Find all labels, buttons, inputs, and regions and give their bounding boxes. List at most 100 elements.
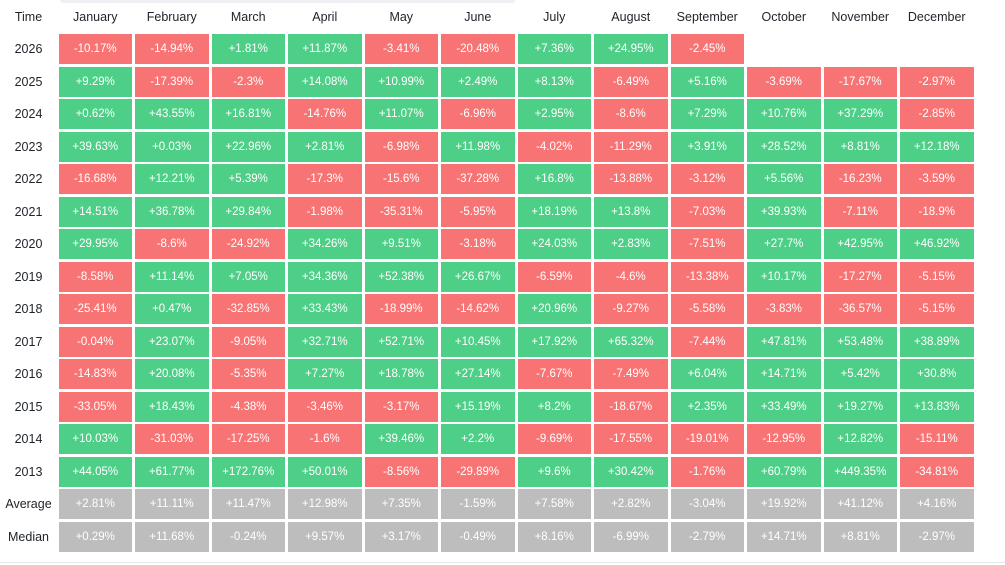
return-cell-2017-october[interactable]: +47.81%	[747, 326, 821, 357]
return-cell-2019-february[interactable]: +11.14%	[135, 261, 209, 292]
return-cell-2019-december[interactable]: -5.15%	[900, 261, 974, 292]
return-cell-2024-march[interactable]: +16.81%	[211, 99, 285, 129]
return-cell-2025-march[interactable]: -2.3%	[211, 66, 285, 97]
return-cell-2018-september[interactable]: -5.58%	[670, 294, 744, 324]
return-cell-2021-august[interactable]: +13.8%	[594, 196, 668, 227]
return-cell-2025-october[interactable]: -3.69%	[747, 66, 821, 97]
return-cell-2025-november[interactable]: -17.67%	[823, 66, 897, 97]
return-cell-2016-march[interactable]: -5.35%	[211, 359, 285, 389]
return-cell-2024-february[interactable]: +43.55%	[135, 99, 209, 129]
return-cell-2022-may[interactable]: -15.6%	[364, 164, 438, 194]
return-cell-2014-august[interactable]: -17.55%	[594, 424, 668, 454]
return-cell-2022-february[interactable]: +12.21%	[135, 164, 209, 194]
return-cell-2021-january[interactable]: +14.51%	[58, 196, 132, 227]
return-cell-average-march[interactable]: +11.47%	[211, 489, 285, 519]
return-cell-median-october[interactable]: +14.71%	[747, 521, 821, 552]
return-cell-2015-august[interactable]: -18.67%	[594, 391, 668, 422]
return-cell-2020-april[interactable]: +34.26%	[288, 229, 362, 259]
return-cell-2015-april[interactable]: -3.46%	[288, 391, 362, 422]
return-cell-2018-march[interactable]: -32.85%	[211, 294, 285, 324]
return-cell-2017-may[interactable]: +52.71%	[364, 326, 438, 357]
return-cell-2020-may[interactable]: +9.51%	[364, 229, 438, 259]
return-cell-2017-august[interactable]: +65.32%	[594, 326, 668, 357]
return-cell-2013-december[interactable]: -34.81%	[900, 456, 974, 487]
return-cell-2016-july[interactable]: -7.67%	[517, 359, 591, 389]
return-cell-2015-june[interactable]: +15.19%	[441, 391, 515, 422]
return-cell-2024-april[interactable]: -14.76%	[288, 99, 362, 129]
return-cell-2022-december[interactable]: -3.59%	[900, 164, 974, 194]
return-cell-2015-november[interactable]: +19.27%	[823, 391, 897, 422]
return-cell-2019-april[interactable]: +34.36%	[288, 261, 362, 292]
return-cell-2013-september[interactable]: -1.76%	[670, 456, 744, 487]
return-cell-median-january[interactable]: +0.29%	[58, 521, 132, 552]
return-cell-2016-august[interactable]: -7.49%	[594, 359, 668, 389]
return-cell-2017-september[interactable]: -7.44%	[670, 326, 744, 357]
return-cell-2016-january[interactable]: -14.83%	[58, 359, 132, 389]
return-cell-2018-october[interactable]: -3.83%	[747, 294, 821, 324]
return-cell-2013-january[interactable]: +44.05%	[58, 456, 132, 487]
return-cell-2015-january[interactable]: -33.05%	[58, 391, 132, 422]
return-cell-2020-july[interactable]: +24.03%	[517, 229, 591, 259]
return-cell-average-july[interactable]: +7.58%	[517, 489, 591, 519]
return-cell-2018-april[interactable]: +33.43%	[288, 294, 362, 324]
return-cell-2014-february[interactable]: -31.03%	[135, 424, 209, 454]
return-cell-2014-march[interactable]: -17.25%	[211, 424, 285, 454]
return-cell-2026-march[interactable]: +1.81%	[211, 34, 285, 64]
return-cell-average-january[interactable]: +2.81%	[58, 489, 132, 519]
return-cell-2025-february[interactable]: -17.39%	[135, 66, 209, 97]
return-cell-2025-december[interactable]: -2.97%	[900, 66, 974, 97]
return-cell-2020-january[interactable]: +29.95%	[58, 229, 132, 259]
return-cell-2017-april[interactable]: +32.71%	[288, 326, 362, 357]
return-cell-2024-september[interactable]: +7.29%	[670, 99, 744, 129]
return-cell-2025-september[interactable]: +5.16%	[670, 66, 744, 97]
return-cell-2026-june[interactable]: -20.48%	[441, 34, 515, 64]
return-cell-2026-september[interactable]: -2.45%	[670, 34, 744, 64]
return-cell-2021-december[interactable]: -18.9%	[900, 196, 974, 227]
return-cell-2025-june[interactable]: +2.49%	[441, 66, 515, 97]
return-cell-2024-november[interactable]: +37.29%	[823, 99, 897, 129]
return-cell-2016-november[interactable]: +5.42%	[823, 359, 897, 389]
return-cell-2022-november[interactable]: -16.23%	[823, 164, 897, 194]
return-cell-2026-july[interactable]: +7.36%	[517, 34, 591, 64]
return-cell-2014-november[interactable]: +12.82%	[823, 424, 897, 454]
return-cell-2023-november[interactable]: +8.81%	[823, 131, 897, 162]
return-cell-2021-march[interactable]: +29.84%	[211, 196, 285, 227]
return-cell-2016-may[interactable]: +18.78%	[364, 359, 438, 389]
return-cell-2022-august[interactable]: -13.88%	[594, 164, 668, 194]
return-cell-2023-january[interactable]: +39.63%	[58, 131, 132, 162]
return-cell-2020-august[interactable]: +2.83%	[594, 229, 668, 259]
return-cell-2015-september[interactable]: +2.35%	[670, 391, 744, 422]
return-cell-2018-january[interactable]: -25.41%	[58, 294, 132, 324]
return-cell-2022-july[interactable]: +16.8%	[517, 164, 591, 194]
return-cell-2013-august[interactable]: +30.42%	[594, 456, 668, 487]
return-cell-2026-february[interactable]: -14.94%	[135, 34, 209, 64]
return-cell-2022-march[interactable]: +5.39%	[211, 164, 285, 194]
return-cell-2015-december[interactable]: +13.83%	[900, 391, 974, 422]
return-cell-2013-may[interactable]: -8.56%	[364, 456, 438, 487]
return-cell-2014-january[interactable]: +10.03%	[58, 424, 132, 454]
return-cell-2015-october[interactable]: +33.49%	[747, 391, 821, 422]
return-cell-median-april[interactable]: +9.57%	[288, 521, 362, 552]
return-cell-2018-may[interactable]: -18.99%	[364, 294, 438, 324]
return-cell-average-august[interactable]: +2.82%	[594, 489, 668, 519]
return-cell-2019-november[interactable]: -17.27%	[823, 261, 897, 292]
return-cell-median-may[interactable]: +3.17%	[364, 521, 438, 552]
return-cell-2013-april[interactable]: +50.01%	[288, 456, 362, 487]
return-cell-2019-august[interactable]: -4.6%	[594, 261, 668, 292]
return-cell-2022-june[interactable]: -37.28%	[441, 164, 515, 194]
return-cell-average-september[interactable]: -3.04%	[670, 489, 744, 519]
return-cell-2014-april[interactable]: -1.6%	[288, 424, 362, 454]
return-cell-2024-may[interactable]: +11.07%	[364, 99, 438, 129]
return-cell-2020-february[interactable]: -8.6%	[135, 229, 209, 259]
return-cell-2013-november[interactable]: +449.35%	[823, 456, 897, 487]
return-cell-2023-april[interactable]: +2.81%	[288, 131, 362, 162]
return-cell-2024-june[interactable]: -6.96%	[441, 99, 515, 129]
return-cell-2022-april[interactable]: -17.3%	[288, 164, 362, 194]
return-cell-2017-july[interactable]: +17.92%	[517, 326, 591, 357]
return-cell-2013-july[interactable]: +9.6%	[517, 456, 591, 487]
return-cell-2017-january[interactable]: -0.04%	[58, 326, 132, 357]
return-cell-average-october[interactable]: +19.92%	[747, 489, 821, 519]
return-cell-median-december[interactable]: -2.97%	[900, 521, 974, 552]
return-cell-average-november[interactable]: +41.12%	[823, 489, 897, 519]
return-cell-2021-february[interactable]: +36.78%	[135, 196, 209, 227]
